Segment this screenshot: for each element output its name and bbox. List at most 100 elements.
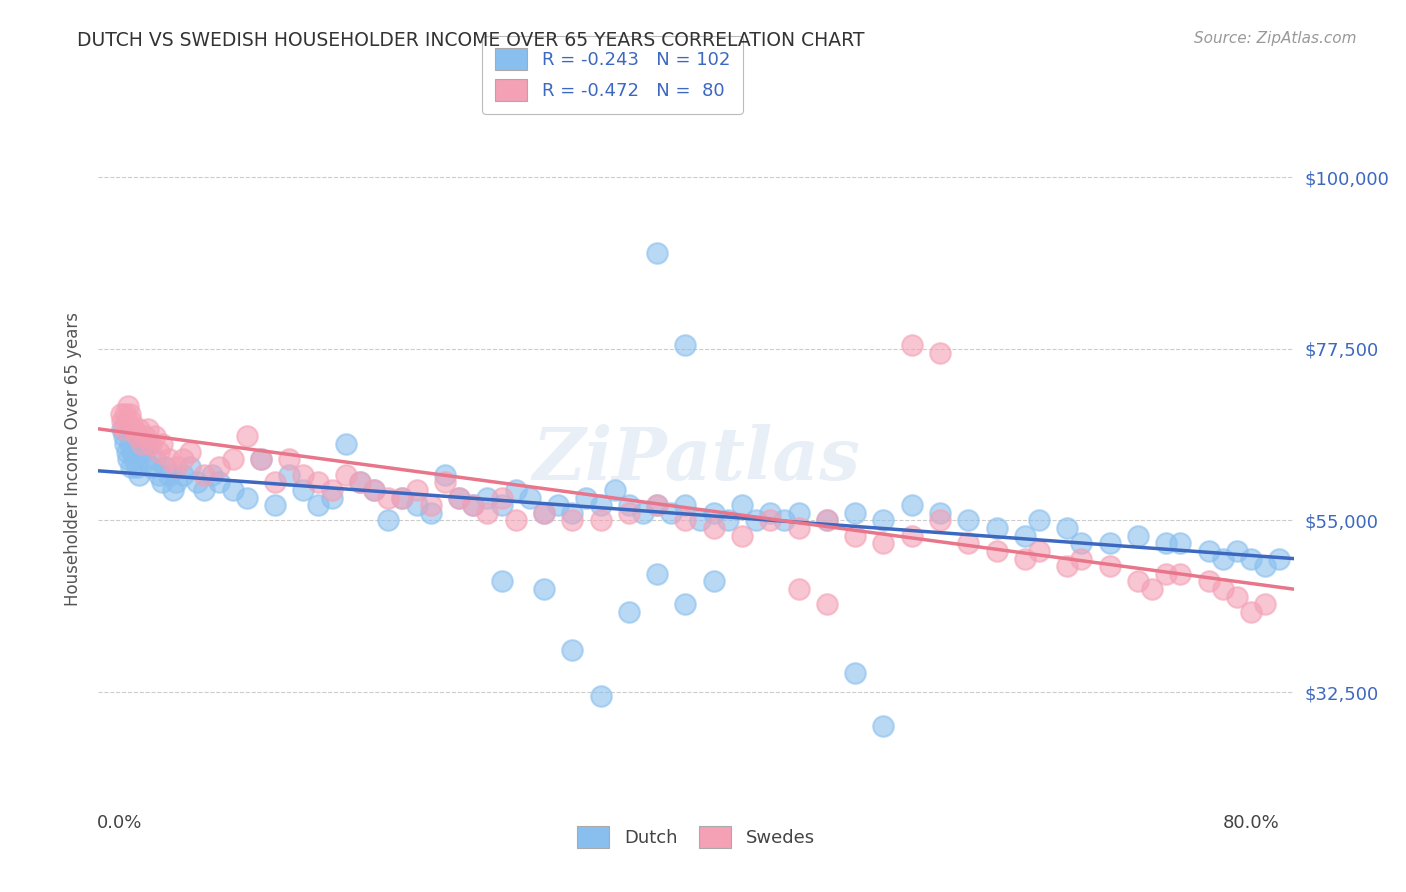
Point — [645, 498, 668, 512]
Point — [1098, 536, 1121, 550]
Point — [872, 719, 894, 733]
Point — [122, 422, 145, 436]
Point — [193, 467, 215, 482]
Point — [193, 483, 215, 497]
Point — [363, 483, 385, 497]
Point — [603, 483, 626, 497]
Point — [1212, 551, 1234, 566]
Point — [986, 544, 1008, 558]
Point — [1226, 590, 1249, 604]
Point — [703, 506, 725, 520]
Point — [278, 467, 301, 482]
Point — [1268, 551, 1291, 566]
Point — [120, 414, 142, 428]
Point — [162, 483, 184, 497]
Point — [463, 498, 485, 512]
Point — [759, 513, 782, 527]
Point — [250, 452, 273, 467]
Point — [208, 460, 231, 475]
Point — [120, 460, 142, 475]
Point — [1240, 605, 1263, 619]
Point — [377, 513, 399, 527]
Point — [405, 498, 427, 512]
Point — [957, 536, 980, 550]
Point — [1056, 559, 1078, 574]
Point — [561, 643, 583, 657]
Point — [659, 506, 682, 520]
Point — [335, 437, 357, 451]
Point — [125, 460, 148, 475]
Point — [773, 513, 796, 527]
Point — [419, 506, 441, 520]
Point — [815, 513, 838, 527]
Point — [1212, 582, 1234, 596]
Point — [533, 506, 555, 520]
Point — [1098, 559, 1121, 574]
Point — [1070, 551, 1092, 566]
Point — [589, 689, 612, 703]
Point — [1154, 536, 1177, 550]
Point — [165, 460, 187, 475]
Text: DUTCH VS SWEDISH HOUSEHOLDER INCOME OVER 65 YEARS CORRELATION CHART: DUTCH VS SWEDISH HOUSEHOLDER INCOME OVER… — [77, 31, 865, 50]
Point — [547, 498, 569, 512]
Point — [844, 666, 866, 681]
Point — [617, 498, 640, 512]
Point — [136, 437, 159, 451]
Point — [264, 498, 287, 512]
Point — [929, 513, 952, 527]
Point — [1140, 582, 1163, 596]
Point — [433, 475, 456, 490]
Point — [759, 506, 782, 520]
Point — [477, 506, 499, 520]
Point — [1028, 513, 1050, 527]
Point — [449, 491, 471, 505]
Point — [172, 467, 194, 482]
Point — [122, 452, 145, 467]
Point — [815, 513, 838, 527]
Point — [1240, 551, 1263, 566]
Point — [157, 467, 180, 482]
Point — [419, 498, 441, 512]
Point — [745, 513, 768, 527]
Point — [533, 582, 555, 596]
Point — [1056, 521, 1078, 535]
Point — [391, 491, 413, 505]
Point — [307, 498, 329, 512]
Point — [349, 475, 371, 490]
Point — [673, 513, 696, 527]
Point — [222, 483, 245, 497]
Point — [110, 407, 132, 421]
Point — [117, 399, 139, 413]
Point — [561, 513, 583, 527]
Point — [703, 521, 725, 535]
Point — [617, 506, 640, 520]
Point — [321, 483, 343, 497]
Point — [236, 491, 259, 505]
Point — [787, 582, 810, 596]
Point — [1028, 544, 1050, 558]
Point — [477, 491, 499, 505]
Point — [673, 498, 696, 512]
Y-axis label: Householder Income Over 65 years: Householder Income Over 65 years — [63, 312, 82, 607]
Point — [150, 437, 173, 451]
Point — [491, 498, 513, 512]
Point — [872, 536, 894, 550]
Point — [136, 422, 159, 436]
Point — [128, 467, 150, 482]
Point — [689, 513, 711, 527]
Point — [815, 598, 838, 612]
Point — [111, 422, 134, 436]
Point — [589, 498, 612, 512]
Point — [1226, 544, 1249, 558]
Point — [631, 506, 654, 520]
Point — [1198, 574, 1220, 589]
Point — [143, 429, 166, 443]
Point — [1198, 544, 1220, 558]
Point — [1070, 536, 1092, 550]
Point — [208, 475, 231, 490]
Point — [179, 460, 201, 475]
Point — [673, 598, 696, 612]
Point — [121, 444, 143, 458]
Point — [1014, 551, 1036, 566]
Point — [491, 574, 513, 589]
